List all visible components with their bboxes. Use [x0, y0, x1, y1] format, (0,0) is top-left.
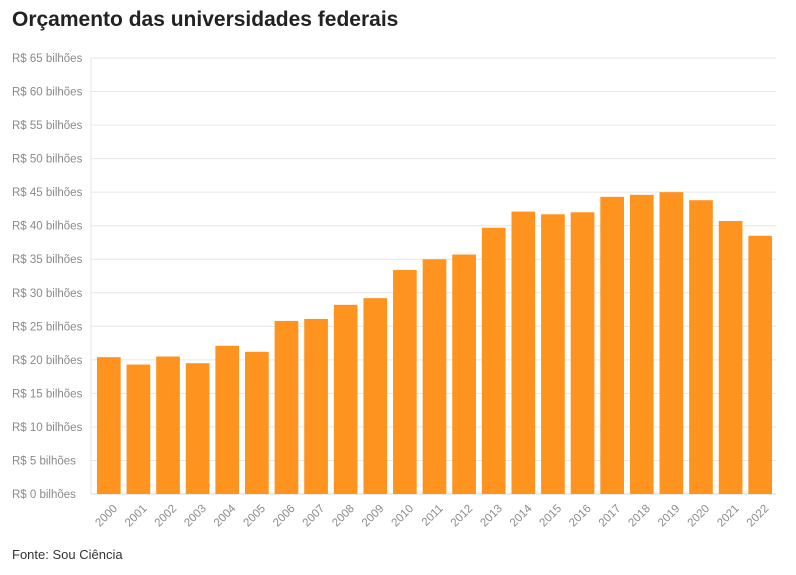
x-tick-label: 2016 — [567, 503, 594, 530]
bar-2000 — [96, 357, 121, 494]
x-tick-label: 2002 — [153, 503, 180, 530]
y-tick-label: R$ 60 bilhões — [12, 87, 83, 99]
x-tick-label: 2019 — [656, 503, 683, 530]
x-tick-label: 2018 — [626, 503, 653, 530]
x-tick-label: 2004 — [212, 502, 239, 529]
bar-2022 — [748, 235, 773, 494]
x-tick-label: 2009 — [360, 503, 387, 530]
x-axis-tick-labels: 2000 2001 2002 2003 2004 2005 2006 2007 2008 2009… — [93, 502, 771, 529]
bar-2012 — [452, 254, 476, 494]
y-tick-label: R$ 50 bilhões — [12, 154, 83, 166]
y-tick-label: R$ 25 bilhões — [12, 321, 83, 333]
y-tick-label: R$ 35 bilhões — [12, 254, 83, 266]
bar-2006 — [274, 320, 299, 494]
bar-2003 — [185, 363, 210, 494]
chart-title: Orçamento das universidades federais — [12, 8, 399, 31]
bar-2011 — [422, 259, 447, 494]
bar-2014 — [511, 211, 536, 495]
y-tick-label: R$ 30 bilhões — [12, 288, 83, 300]
bar-2015 — [541, 214, 565, 494]
bar-2021 — [718, 220, 743, 494]
x-tick-label: 2003 — [182, 503, 209, 530]
x-tick-label: 2020 — [686, 503, 713, 530]
bar-2005 — [245, 351, 269, 494]
x-tick-label: 2013 — [478, 503, 505, 530]
bar-2004 — [215, 345, 240, 494]
x-tick-label: 2007 — [301, 503, 328, 530]
bar-2013 — [481, 227, 506, 494]
bar-2008 — [333, 304, 358, 494]
bar-2010 — [393, 269, 417, 494]
y-tick-label: R$ 0 bilhões — [12, 489, 76, 501]
x-tick-label: 2005 — [241, 503, 268, 530]
y-tick-label: R$ 15 bilhões — [12, 388, 83, 400]
x-tick-label: 2001 — [123, 503, 150, 530]
bars — [96, 192, 773, 495]
bar-2020 — [689, 200, 713, 495]
y-tick-label: R$ 55 bilhões — [12, 120, 83, 132]
y-tick-label: R$ 20 bilhões — [12, 355, 83, 367]
bar-2007 — [304, 318, 328, 494]
y-tick-label: R$ 65 bilhões — [12, 53, 83, 65]
y-tick-label: R$ 40 bilhões — [12, 221, 83, 233]
x-tick-label: 2015 — [538, 503, 565, 530]
x-tick-label: 2021 — [715, 503, 742, 530]
x-tick-label: 2012 — [449, 503, 476, 530]
x-tick-label: 2006 — [271, 503, 298, 530]
y-tick-label: R$ 10 bilhões — [12, 422, 83, 434]
bar-2016 — [570, 212, 595, 494]
bar-2018 — [629, 194, 654, 495]
x-tick-label: 2008 — [330, 503, 357, 530]
bar-2017 — [600, 196, 624, 494]
x-tick-label: 2017 — [597, 503, 624, 530]
bar-2009 — [363, 298, 388, 494]
x-tick-label: 2010 — [390, 503, 417, 530]
y-axis-tick-labels: R$ 0 bilhões R$ 5 bilhões R$ 10 bilhões R$ … — [12, 53, 83, 501]
x-tick-label: 2022 — [745, 503, 772, 530]
bar-2002 — [156, 356, 180, 494]
bar-2019 — [659, 192, 684, 494]
x-tick-label: 2014 — [508, 502, 535, 529]
x-tick-label: 2000 — [93, 503, 120, 530]
y-tick-label: R$ 45 bilhões — [12, 187, 83, 199]
source-note: Fonte: Sou Ciência — [12, 547, 123, 562]
x-tick-label: 2011 — [420, 503, 446, 529]
bar-2001 — [126, 364, 151, 494]
y-tick-label: R$ 5 bilhões — [12, 455, 76, 467]
